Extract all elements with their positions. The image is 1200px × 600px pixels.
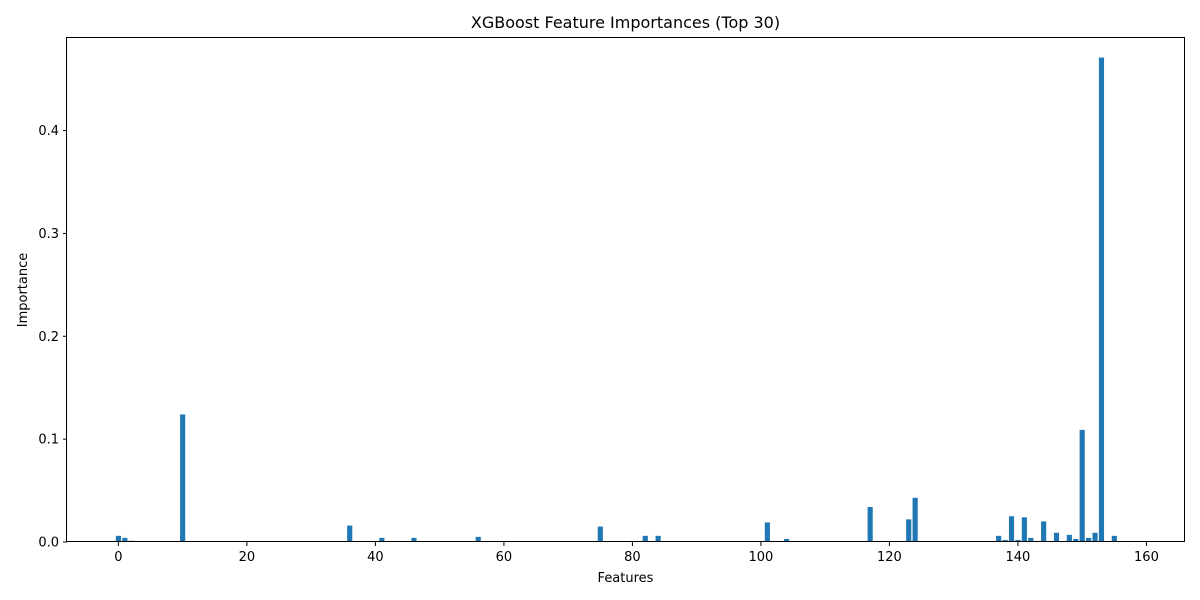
x-axis-ticks: 0 20 40 60 80 100 120 140 160 (114, 542, 1159, 565)
bar-feature-139 (1008, 516, 1015, 542)
bar-feature-138 (1002, 539, 1008, 542)
bar-feature-152 (1092, 532, 1098, 542)
bar-feature-117 (867, 507, 873, 542)
y-tick-label: 0.0 (38, 536, 59, 551)
bar-feature-10 (180, 414, 186, 542)
bar-feature-148 (1066, 534, 1072, 542)
bar-feature-36 (347, 525, 353, 542)
bar-feature-144 (1041, 521, 1047, 542)
bar-feature-124 (912, 497, 918, 542)
bar-feature-146 (1053, 532, 1060, 542)
y-axis-label: Importance (16, 253, 31, 328)
bar-feature-140 (1015, 539, 1021, 542)
bar-feature-150 (1079, 429, 1085, 542)
y-tick-label: 0.4 (38, 124, 59, 139)
bar-feature-46 (411, 537, 417, 542)
bar-feature-141 (1021, 517, 1027, 542)
bar-feature-75 (597, 526, 603, 542)
bar-feature-153 (1098, 57, 1105, 542)
y-tick-label: 0.3 (38, 227, 59, 242)
bar-feature-104 (784, 538, 790, 542)
x-tick-label: 160 (1134, 550, 1159, 565)
bar-feature-151 (1086, 537, 1092, 542)
bar-feature-84 (655, 535, 661, 542)
x-tick-label: 80 (624, 550, 641, 565)
x-tick-label: 120 (877, 550, 902, 565)
bar-feature-155 (1111, 535, 1117, 542)
x-tick-label: 40 (367, 550, 384, 565)
bar-feature-101 (764, 522, 770, 542)
bar-feature-149 (1073, 538, 1079, 542)
y-axis-ticks: 0.0 0.1 0.2 0.3 0.4 (38, 124, 67, 551)
bar-feature-137 (996, 535, 1002, 542)
bar-feature-142 (1028, 537, 1034, 542)
plot-frame (66, 37, 1185, 542)
x-tick-label: 140 (1006, 550, 1031, 565)
bar-feature-1 (122, 537, 128, 542)
x-tick-label: 0 (114, 550, 122, 565)
x-tick-label: 100 (749, 550, 774, 565)
x-tick-label: 20 (239, 550, 256, 565)
y-tick-label: 0.1 (38, 433, 59, 448)
x-axis-label: Features (598, 571, 654, 586)
y-tick-label: 0.2 (38, 330, 59, 345)
bar-feature-41 (379, 537, 385, 542)
bar-feature-56 (475, 536, 481, 542)
bar-feature-123 (906, 519, 912, 542)
bar-feature-0 (115, 535, 121, 542)
x-tick-label: 60 (496, 550, 513, 565)
bar-feature-82 (642, 535, 648, 542)
chart-title: XGBoost Feature Importances (Top 30) (471, 13, 780, 32)
